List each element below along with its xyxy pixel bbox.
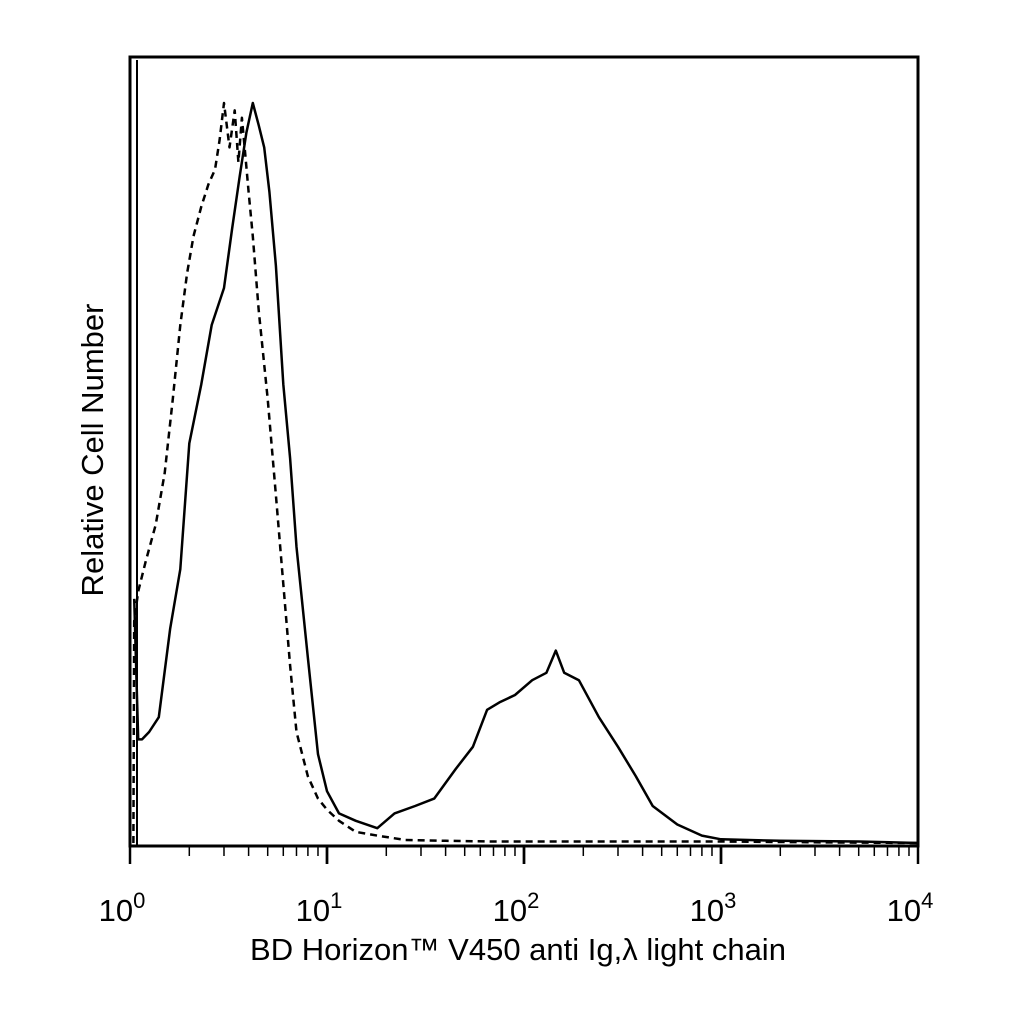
y-axis-label: Relative Cell Number: [75, 304, 110, 597]
x-axis-tick-labels: 100 101 102 103 104: [99, 888, 934, 928]
series-line-dashed: [132, 101, 919, 845]
series-group: [132, 101, 919, 845]
x-tick-label: 100: [99, 888, 146, 928]
x-axis-label: BD Horizon™ V450 anti Ig,λ light chain: [250, 932, 786, 967]
x-tick-label: 103: [690, 888, 737, 928]
x-tick-label: 101: [296, 888, 343, 928]
x-axis-ticks: [128, 846, 920, 864]
series-line-solid: [132, 101, 919, 845]
x-tick-label: 102: [493, 888, 540, 928]
x-tick-label: 104: [887, 888, 934, 928]
